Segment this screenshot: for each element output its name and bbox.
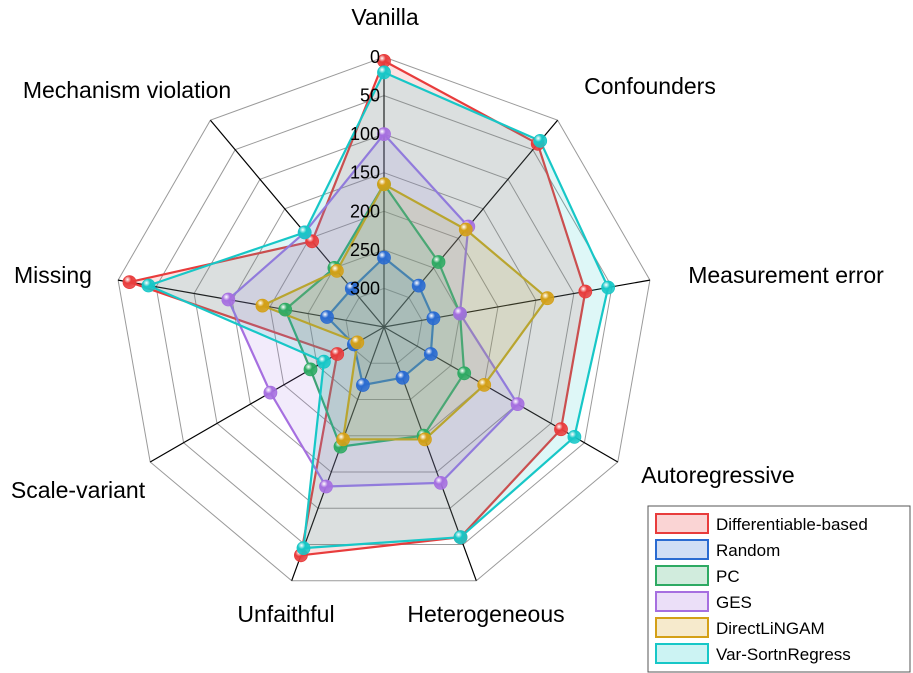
- legend-swatch: [655, 591, 709, 612]
- series-layer: [122, 54, 615, 563]
- axis-label: Scale-variant: [11, 477, 146, 503]
- data-point: [423, 347, 438, 361]
- radial-tick-label: 0: [370, 47, 380, 67]
- radial-tick-label: 250: [350, 240, 380, 260]
- radial-tick-label: 100: [350, 124, 380, 144]
- series-area-5: [147, 71, 610, 550]
- data-point: [395, 370, 410, 385]
- data-point: [433, 475, 448, 490]
- legend-swatch: [655, 565, 709, 586]
- axis-label: Unfaithful: [237, 601, 334, 627]
- data-point: [533, 133, 548, 148]
- series-area-3: [227, 133, 519, 488]
- data-point: [431, 255, 446, 269]
- data-point: [601, 280, 615, 295]
- axis-label: Measurement error: [688, 262, 884, 288]
- legend-swatch: [655, 643, 709, 664]
- series-area-2: [284, 183, 466, 448]
- data-point: [453, 530, 468, 545]
- data-point: [377, 127, 391, 142]
- data-point: [554, 422, 568, 437]
- grid-ring: [231, 172, 537, 473]
- data-point: [319, 479, 333, 494]
- axis-label: Confounders: [584, 73, 716, 99]
- data-point: [344, 281, 359, 296]
- radial-tick-label: 50: [360, 86, 380, 106]
- data-point: [477, 377, 492, 392]
- grid-ring: [269, 210, 499, 437]
- data-point: [458, 222, 473, 237]
- legend-label: PC: [716, 567, 740, 586]
- data-point: [426, 311, 441, 326]
- axis-label: Heterogeneous: [407, 601, 564, 627]
- data-point: [278, 302, 293, 317]
- legend-swatch: [655, 539, 709, 560]
- data-point: [457, 366, 472, 381]
- data-point: [303, 362, 318, 377]
- axis-label: Missing: [14, 262, 92, 288]
- data-point: [255, 298, 270, 313]
- data-point: [263, 385, 278, 400]
- axis-label: Vanilla: [351, 4, 419, 30]
- data-point: [377, 65, 391, 80]
- axis-spoke: [291, 326, 385, 581]
- data-point: [377, 177, 391, 192]
- data-point: [510, 397, 525, 412]
- grid-ring: [307, 249, 461, 400]
- data-point: [122, 275, 137, 290]
- legend-label: Var-SortnRegress: [716, 645, 851, 664]
- data-point: [417, 432, 432, 447]
- legend-swatch: [655, 617, 709, 638]
- data-point: [296, 541, 311, 555]
- legend-label: GES: [716, 593, 752, 612]
- data-point: [297, 225, 312, 240]
- axis-labels: Vanilla Confounders Measurement error Autor…: [11, 4, 884, 627]
- data-point: [377, 250, 391, 265]
- axis-spoke: [117, 279, 385, 328]
- data-point: [221, 292, 236, 307]
- legend-label: Random: [716, 541, 780, 560]
- data-point: [540, 291, 555, 306]
- axis-label: Mechanism violation: [23, 77, 231, 103]
- data-point: [330, 347, 345, 361]
- data-point: [329, 263, 344, 278]
- data-point: [355, 378, 370, 392]
- data-point: [336, 432, 351, 447]
- legend-label: Differentiable-based: [716, 515, 868, 534]
- data-point: [305, 234, 320, 249]
- radial-tick-label: 300: [350, 278, 380, 298]
- data-point: [567, 429, 582, 444]
- data-point: [578, 284, 593, 299]
- radial-tick-label: 150: [350, 163, 380, 183]
- data-point: [320, 310, 334, 324]
- legend-label: DirectLiNGAM: [716, 619, 825, 638]
- axis-label: Autoregressive: [641, 462, 794, 488]
- legend-swatch: [655, 513, 709, 534]
- data-point: [453, 306, 467, 321]
- radial-ticks: 0 50 100 150 200 250 300: [350, 47, 380, 298]
- data-point: [316, 354, 331, 369]
- data-point: [411, 278, 426, 293]
- legend: Differentiable-based Random PC GES DirectLiN…: [647, 505, 911, 673]
- data-point: [350, 335, 365, 350]
- grid-ring: [193, 133, 575, 509]
- grid-ring: [345, 287, 423, 364]
- grid-ring: [155, 95, 613, 545]
- data-point: [141, 278, 156, 293]
- radial-tick-label: 200: [350, 201, 380, 221]
- series-area-4: [261, 183, 549, 441]
